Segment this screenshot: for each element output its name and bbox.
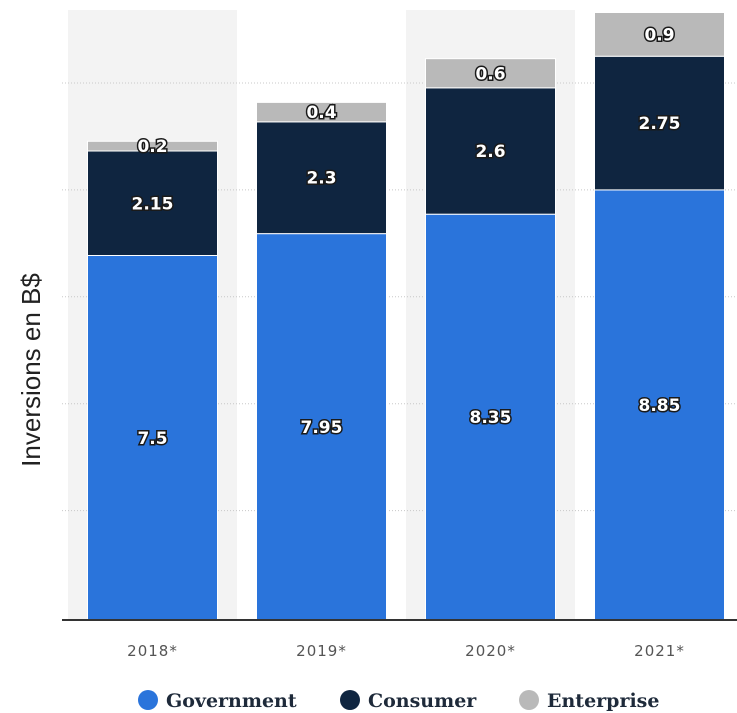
data-label-government: 7.5 — [137, 429, 167, 449]
data-label-government: 8.35 — [470, 408, 512, 428]
x-tick-label: 2019* — [296, 642, 347, 660]
x-tick-label: 2021* — [634, 642, 685, 660]
bar-enterprise[interactable] — [425, 58, 556, 89]
legend-marker — [340, 690, 360, 710]
legend-label: Government — [166, 690, 297, 712]
data-label-consumer: 2.75 — [639, 114, 681, 134]
bar-government[interactable] — [87, 255, 218, 621]
bar-government[interactable] — [425, 213, 556, 621]
data-label-consumer: 2.15 — [132, 194, 174, 214]
bar-consumer[interactable] — [425, 87, 556, 215]
bar-government[interactable] — [594, 189, 725, 621]
legend-marker — [138, 690, 158, 710]
legend-label: Enterprise — [547, 690, 659, 712]
x-tick-label: 2018* — [127, 642, 178, 660]
x-tick-label: 2020* — [465, 642, 516, 660]
legend: Government Consumer Enterprise — [138, 690, 659, 712]
bar-enterprise[interactable] — [256, 101, 387, 123]
data-label-government: 7.95 — [301, 418, 343, 438]
data-label-consumer: 2.6 — [475, 142, 505, 162]
data-label-enterprise: 0.9 — [644, 25, 674, 45]
data-label-enterprise: 0.6 — [475, 64, 505, 84]
data-label-enterprise: 0.2 — [137, 137, 167, 157]
legend-marker — [519, 690, 539, 710]
x-tick-labels: 2018* 2019* 2020* 2021* — [127, 642, 685, 660]
bars: 7.5 2.15 0.2 7.95 2.3 0.4 8.35 2.6 0.6 8.85 2.75 0.… — [87, 12, 725, 621]
y-axis-label: Inversions en B$ — [16, 273, 46, 467]
data-label-enterprise: 0.4 — [306, 103, 336, 123]
legend-label: Consumer — [368, 690, 477, 712]
bar-enterprise[interactable] — [594, 12, 725, 57]
legend-item-enterprise[interactable]: Enterprise — [519, 690, 659, 712]
data-label-government: 8.85 — [639, 396, 681, 416]
legend-item-government[interactable]: Government — [138, 690, 297, 712]
bar-enterprise[interactable] — [87, 140, 218, 152]
bar-consumer[interactable] — [594, 55, 725, 191]
legend-item-consumer[interactable]: Consumer — [340, 690, 477, 712]
data-label-consumer: 2.3 — [306, 169, 336, 189]
